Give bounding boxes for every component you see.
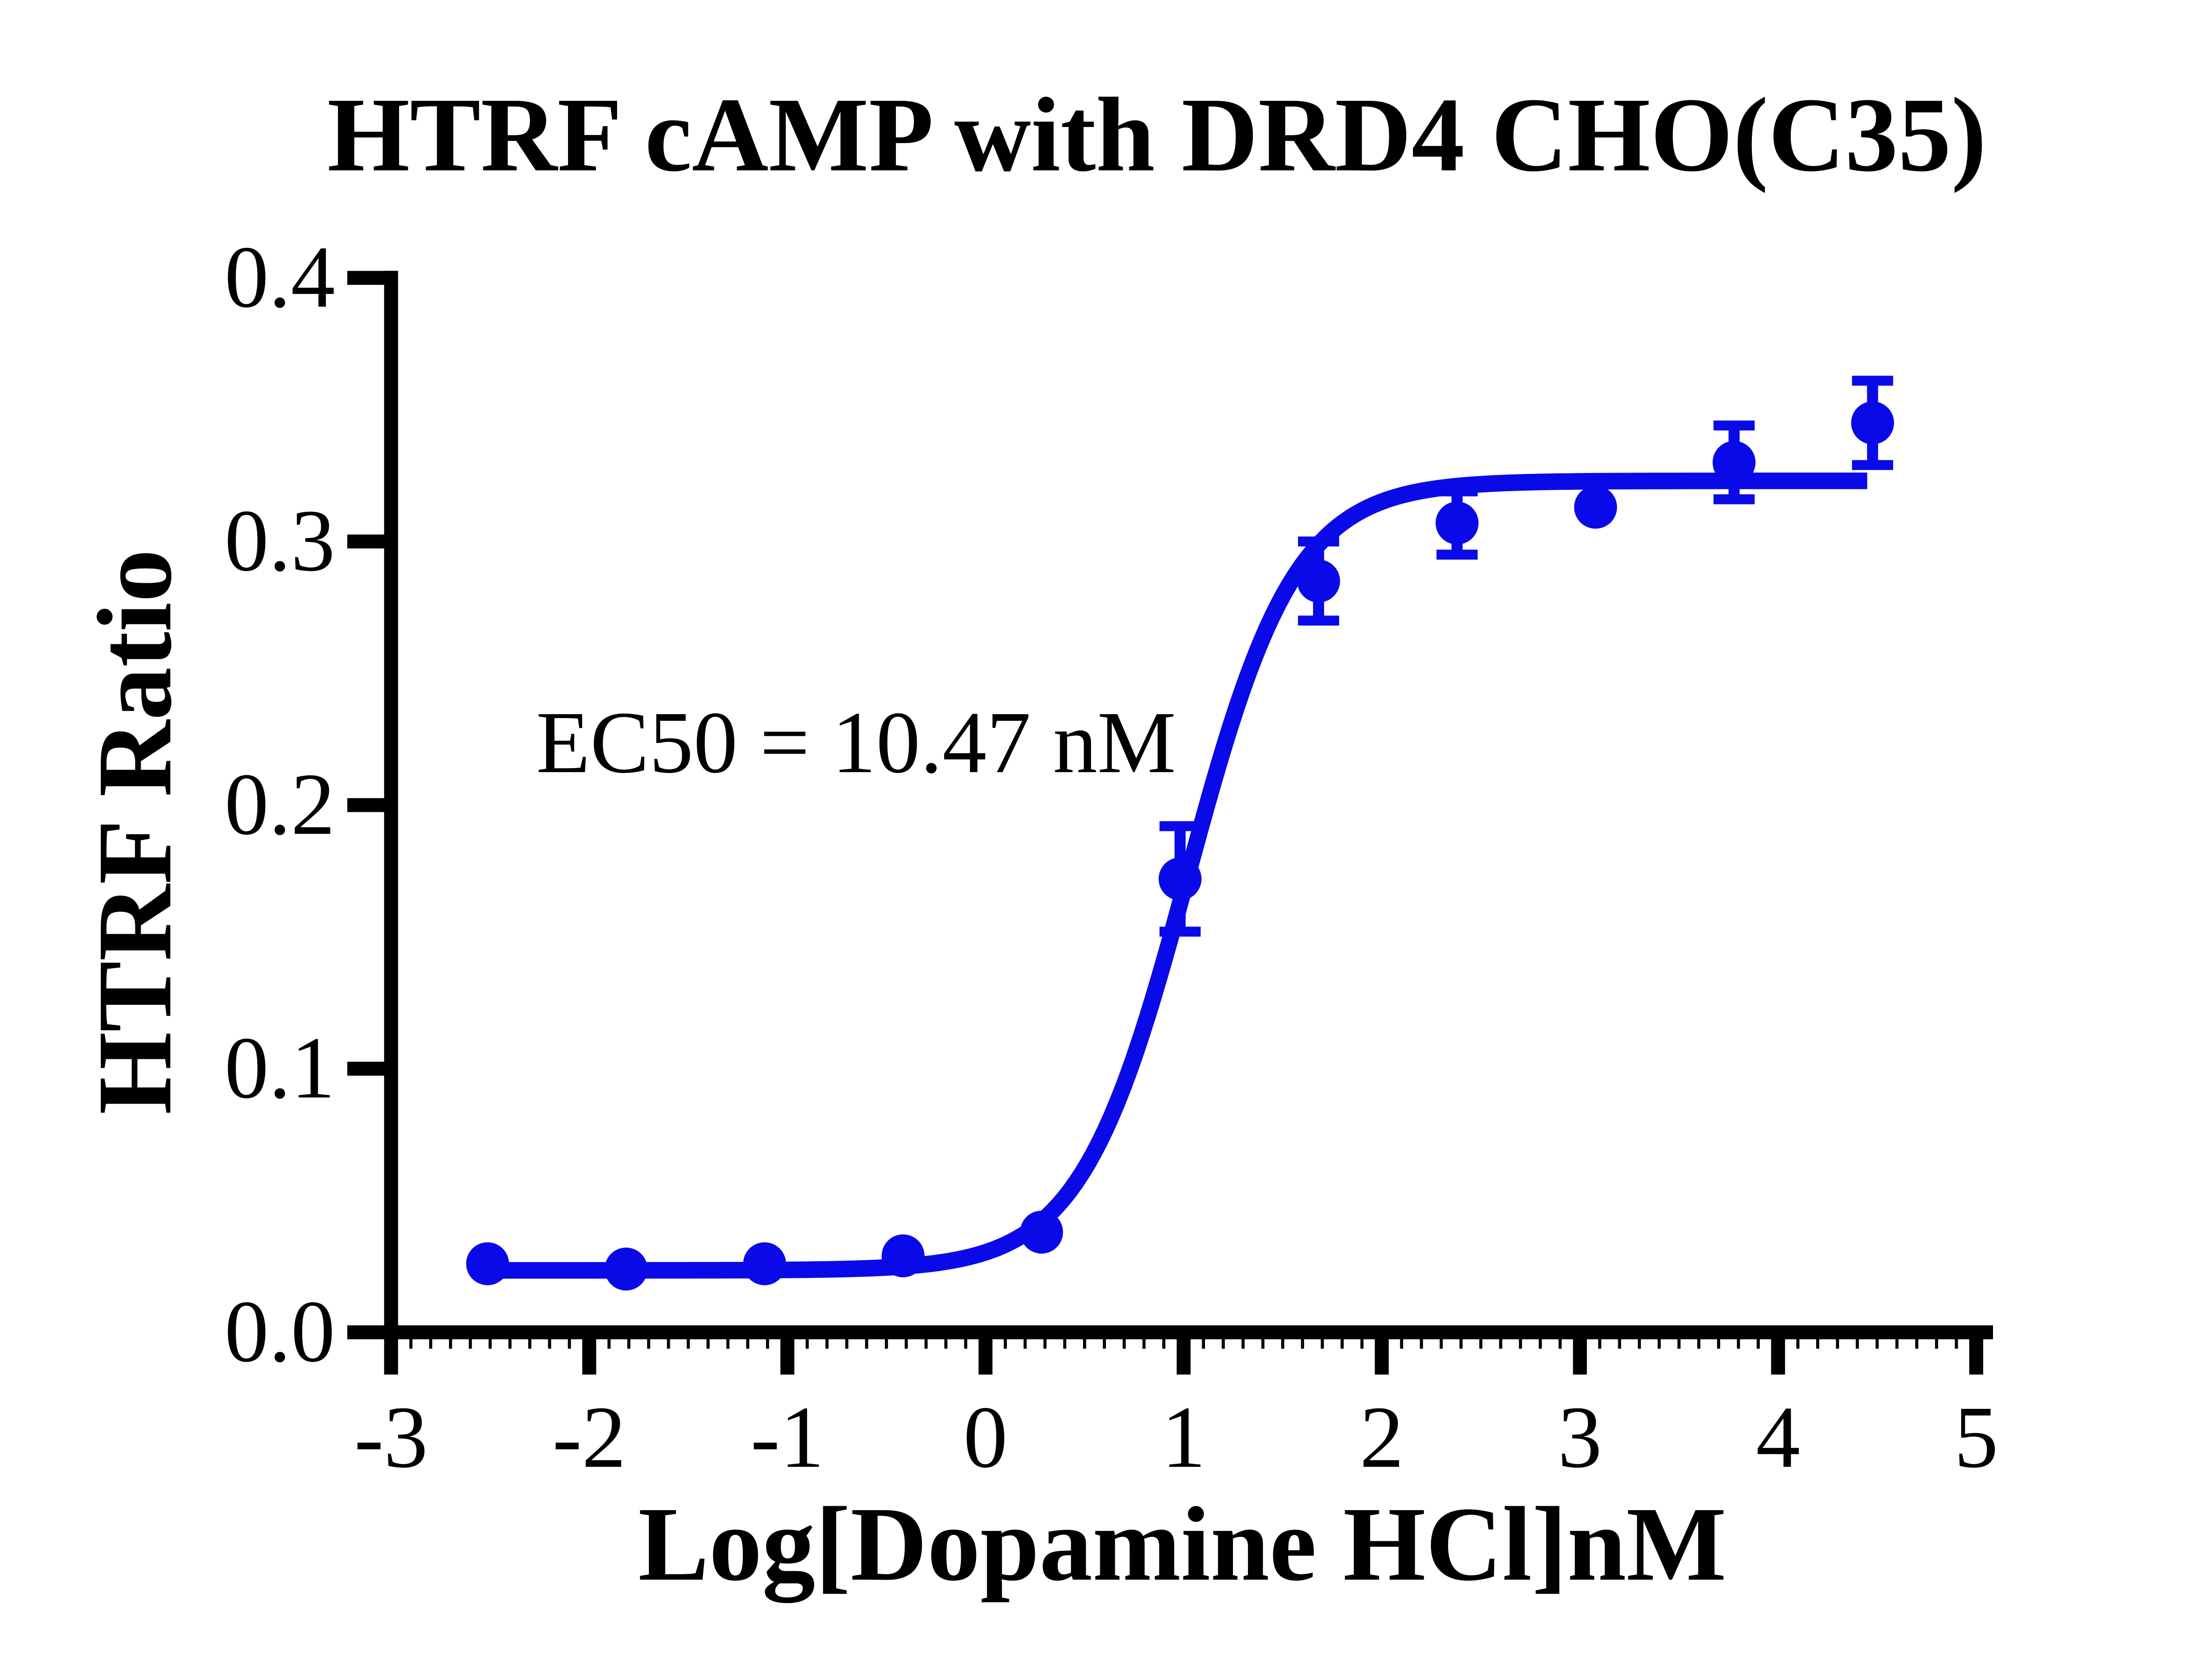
data-point-marker	[1436, 501, 1479, 545]
data-point-marker	[1574, 485, 1617, 529]
x-tick-label: 1	[1162, 1389, 1206, 1486]
data-point-marker	[1158, 857, 1202, 900]
x-tick-label: 2	[1359, 1389, 1404, 1486]
data-point-marker	[1297, 559, 1340, 603]
chart-title: HTRF cAMP with DRD4 CHO(C35)	[327, 76, 1987, 193]
data-point-marker	[604, 1247, 648, 1291]
data-points-layer	[466, 376, 1894, 1291]
x-tick-label: 5	[1954, 1389, 1998, 1486]
ec50-annotation: EC50 = 10.47 nM	[536, 694, 1176, 792]
y-tick-label: 0.1	[225, 1019, 335, 1117]
y-tick-label: 0.0	[225, 1283, 335, 1381]
y-tick-label: 0.2	[225, 756, 335, 854]
data-point-marker	[743, 1242, 786, 1285]
x-tick-label: -3	[354, 1389, 428, 1486]
x-tick-label: 0	[964, 1389, 1008, 1486]
data-point-marker	[1020, 1211, 1063, 1254]
x-tick-label: -2	[553, 1389, 626, 1486]
data-point-marker	[1713, 441, 1756, 484]
x-tick-label: 3	[1558, 1389, 1602, 1486]
data-point-marker	[466, 1242, 509, 1285]
x-axis-title: Log[Dopamine HCl]nM	[638, 1485, 1727, 1603]
y-tick-label: 0.4	[225, 228, 335, 326]
data-point-marker	[1851, 401, 1894, 445]
x-tick-label: 4	[1756, 1389, 1800, 1486]
y-axis-title: HTRF Ratio	[76, 549, 193, 1115]
x-tick-label: -1	[750, 1389, 824, 1486]
y-tick-label: 0.3	[225, 492, 335, 590]
axes-layer: -3 -2 -1 0 1 2 3 4 5 0.0 0.1 0.2 0.3 0.4	[225, 228, 1999, 1486]
data-point-marker	[881, 1234, 925, 1277]
